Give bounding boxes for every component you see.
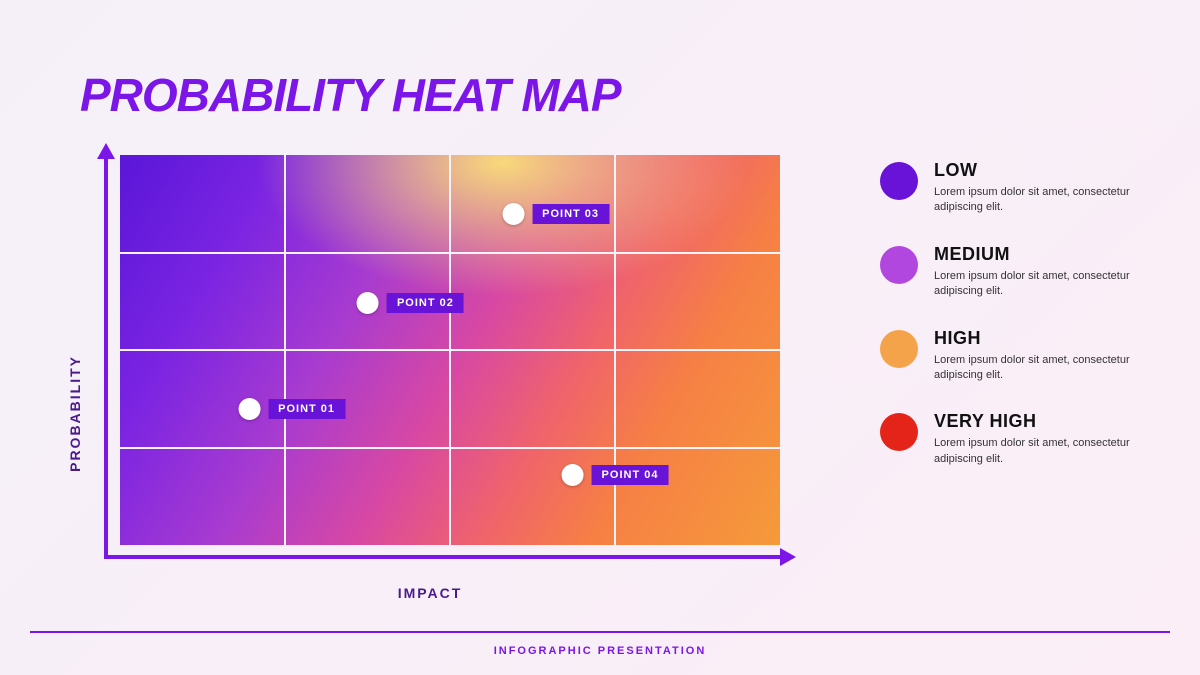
- legend-item: HIGH Lorem ipsum dolor sit amet, consecte…: [880, 328, 1140, 384]
- legend-label: HIGH: [934, 328, 1140, 349]
- gridline-h: [120, 447, 780, 449]
- x-axis-arrow: [104, 555, 796, 559]
- legend-swatch: [880, 413, 918, 451]
- point-dot: [357, 292, 379, 314]
- heatmap-point: POINT 04: [562, 464, 669, 486]
- legend-item: MEDIUM Lorem ipsum dolor sit amet, consec…: [880, 244, 1140, 300]
- heatmap-point: POINT 02: [357, 292, 464, 314]
- heatmap-grid: POINT 01 POINT 02 POINT 03 POINT 04: [120, 155, 780, 545]
- point-dot: [238, 398, 260, 420]
- legend-label: LOW: [934, 160, 1140, 181]
- gridline-h: [120, 252, 780, 254]
- legend-desc: Lorem ipsum dolor sit amet, consectetur …: [934, 353, 1140, 384]
- page-title: PROBABILITY HEAT MAP: [80, 68, 621, 122]
- point-label: POINT 02: [387, 293, 464, 313]
- legend-swatch: [880, 246, 918, 284]
- legend-desc: Lorem ipsum dolor sit amet, consectetur …: [934, 269, 1140, 300]
- point-label: POINT 03: [532, 204, 609, 224]
- legend-label: MEDIUM: [934, 244, 1140, 265]
- legend: LOW Lorem ipsum dolor sit amet, consectet…: [880, 160, 1140, 495]
- legend-desc: Lorem ipsum dolor sit amet, consectetur …: [934, 185, 1140, 216]
- legend-swatch: [880, 330, 918, 368]
- x-axis-label: IMPACT: [398, 585, 463, 601]
- point-label: POINT 01: [268, 399, 345, 419]
- legend-swatch: [880, 162, 918, 200]
- heatmap-chart: PROBABILITY IMPACT POINT 01POINT 02POINT…: [80, 155, 780, 555]
- y-axis-arrow: [104, 143, 108, 559]
- legend-label: VERY HIGH: [934, 411, 1140, 432]
- point-dot: [502, 203, 524, 225]
- legend-desc: Lorem ipsum dolor sit amet, consectetur …: [934, 436, 1140, 467]
- footer-text: INFOGRAPHIC PRESENTATION: [494, 645, 707, 657]
- gridline-h: [120, 349, 780, 351]
- heatmap-point: POINT 01: [238, 398, 345, 420]
- point-label: POINT 04: [592, 465, 669, 485]
- heatmap-point: POINT 03: [502, 203, 609, 225]
- footer-divider: [30, 631, 1170, 633]
- legend-item: VERY HIGH Lorem ipsum dolor sit amet, con…: [880, 411, 1140, 467]
- legend-item: LOW Lorem ipsum dolor sit amet, consectet…: [880, 160, 1140, 216]
- point-dot: [562, 464, 584, 486]
